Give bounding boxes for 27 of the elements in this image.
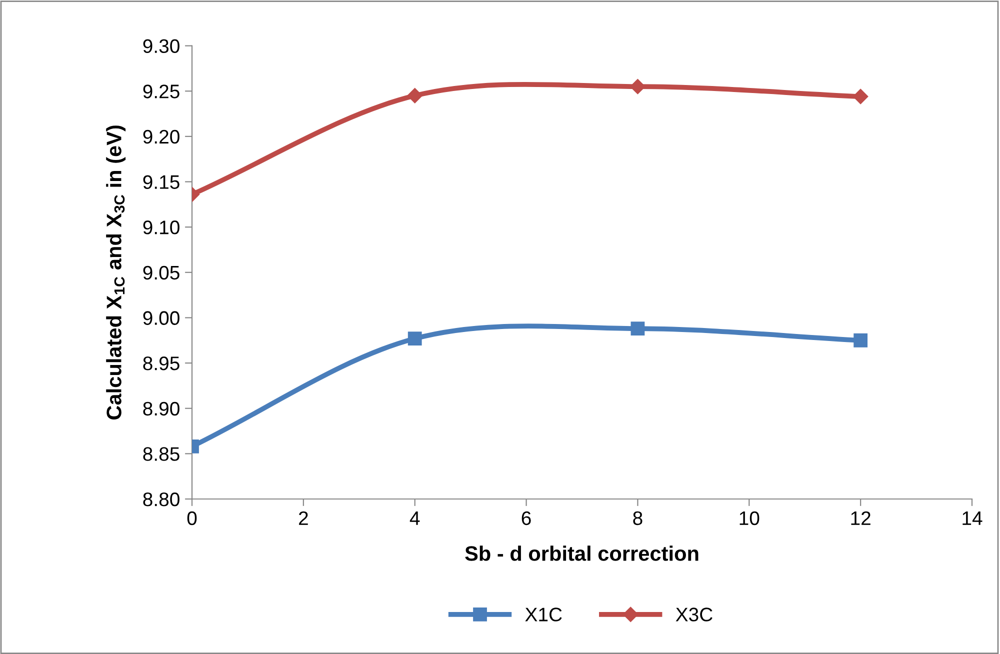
y-tick-label: 8.80 — [143, 492, 180, 506]
y-tick-label: 9.00 — [143, 311, 180, 325]
y-tick-label: 8.90 — [143, 402, 180, 416]
y-tick-label: 8.85 — [143, 447, 180, 461]
y-tick-label: 9.25 — [143, 84, 180, 98]
y-tick-label: 9.20 — [143, 130, 180, 144]
point — [854, 333, 868, 348]
x-tick-label: 10 — [740, 511, 760, 526]
x-tick-label: 12 — [851, 511, 870, 525]
point — [630, 79, 646, 94]
x-tick-label: 2 — [299, 511, 308, 525]
y-tick-label: 9.05 — [143, 266, 180, 280]
y-tick-label: 8.95 — [143, 356, 180, 370]
legend-label: X3C — [676, 608, 712, 622]
y-tick-label: 9.15 — [143, 175, 180, 189]
y-tick-label: 9.30 — [143, 39, 180, 54]
x-tick-label: 14 — [962, 512, 982, 525]
x-tick-label: 0 — [187, 511, 197, 526]
x-tick-label: 6 — [522, 511, 531, 526]
x-tick-label: 8 — [633, 511, 642, 526]
y-axis-title: Calculated X$_{1C}$ and X$_{3C}$ in (eV) — [106, 126, 126, 420]
y-tick-label: 9.10 — [143, 220, 180, 234]
x-tick-label: 4 — [410, 512, 420, 525]
point — [630, 322, 645, 336]
legend-label: X1C — [525, 608, 562, 622]
point — [853, 88, 868, 104]
x-axis-title: Sb - d orbital correction — [465, 546, 698, 561]
